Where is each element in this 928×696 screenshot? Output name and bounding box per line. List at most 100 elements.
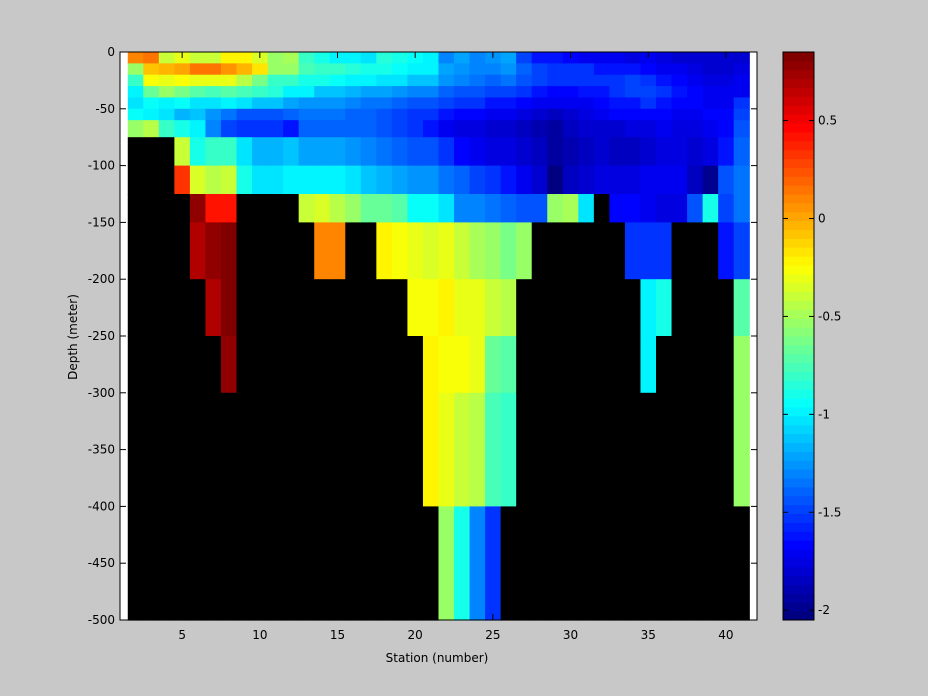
heatmap-cell [360,108,377,121]
heatmap-cell [469,137,486,167]
heatmap-cell [702,506,719,621]
colorbar-swatch [783,327,814,337]
heatmap-cell [205,108,222,121]
heatmap-cell [500,74,517,87]
heatmap-cell [454,86,471,99]
heatmap-cell [189,336,207,394]
heatmap-cell [252,506,269,621]
colorbar-ticks: 0.5 0 -0.5 -1 -1.5 -2 [783,114,841,617]
heatmap-cell [438,336,455,394]
heatmap-cell [640,506,657,621]
heatmap-cell [329,97,346,110]
heatmap-cell [143,97,160,110]
heatmap-cell [733,97,750,110]
heatmap-cell [718,222,735,280]
heatmap-cell [143,74,160,87]
heatmap-cell [127,120,144,138]
heatmap-cell [733,63,750,76]
heatmap-cell [360,194,377,223]
heatmap-cell [718,279,735,337]
heatmap-cell [127,52,144,64]
heatmap-cell [454,336,471,394]
heatmap-cell [547,165,564,195]
colorbar-swatch [783,460,814,470]
heatmap-cell [298,52,315,64]
heatmap-cell [500,63,517,76]
heatmap-cell [656,108,673,121]
heatmap-cell [624,336,642,394]
heatmap-cell [391,137,409,167]
heatmap-cell [391,392,409,507]
heatmap-cell [143,120,160,138]
heatmap-cell [531,63,548,76]
heatmap-cell [454,392,471,507]
heatmap-cell [454,63,471,76]
heatmap-cell [407,86,424,99]
heatmap-cell [267,165,284,195]
heatmap-cell [656,222,673,280]
heatmap-cell [283,222,300,280]
heatmap-cell [236,279,253,337]
heatmap-cell [609,120,626,138]
heatmap-cell [624,52,642,64]
colorbar-swatch [783,513,814,523]
heatmap-cell [407,108,424,121]
heatmap-cell [671,108,688,121]
heatmap-cell [158,392,175,507]
heatmap-cell [376,86,393,99]
y-tick-label: -150 [88,215,115,229]
colorbar-swatch [783,87,814,97]
heatmap-cell [314,108,331,121]
colorbar-swatch [783,451,814,461]
heatmap-cell [205,336,222,394]
heatmap-cell [718,506,735,621]
colorbar-swatch [783,362,814,373]
heatmap-cell [283,86,300,99]
heatmap-cell [500,222,517,280]
heatmap-cell [376,52,393,64]
heatmap-cell [454,74,471,87]
heatmap-cell [360,392,377,507]
heatmap-cell [656,52,673,64]
heatmap-cell [531,137,548,167]
heatmap-cell [205,120,222,138]
heatmap-cell [531,52,548,64]
x-tick-label: 35 [641,628,656,642]
heatmap-cell [733,336,750,394]
heatmap-cell [454,506,471,621]
heatmap-cell [220,137,238,167]
heatmap-cell [205,279,222,337]
heatmap-cell [360,52,377,64]
heatmap-cell [391,108,409,121]
heatmap-cell [500,165,517,195]
heatmap-cell [376,63,393,76]
heatmap-cell [562,120,579,138]
colorbar-swatch [783,611,814,621]
colorbar-swatch [783,318,814,328]
heatmap-cell [640,194,657,223]
heatmap-cell [469,74,486,87]
colorbar-swatch [783,149,814,160]
heatmap-cell [220,506,238,621]
heatmap-cell [531,74,548,87]
colorbar-tick-label: -1 [818,407,830,421]
heatmap-cell [391,279,409,337]
heatmap-cell [252,194,269,223]
heatmap-cell [593,52,611,64]
heatmap-cell [547,279,564,337]
colorbar-swatch [783,442,814,452]
heatmap-cell [143,63,160,76]
y-tick-label: -350 [88,443,115,457]
heatmap-cell [127,165,144,195]
colorbar-swatch [783,78,814,89]
heatmap-cell [391,165,409,195]
colorbar-swatch [783,282,814,293]
heatmap-cell [205,74,222,87]
heatmap-cell [422,74,440,87]
colorbar-swatch [783,291,814,302]
heatmap-cell [407,63,424,76]
heatmap-cell [702,336,719,394]
heatmap-cell [376,120,393,138]
heatmap-cell [671,165,688,195]
heatmap-cell [671,392,688,507]
